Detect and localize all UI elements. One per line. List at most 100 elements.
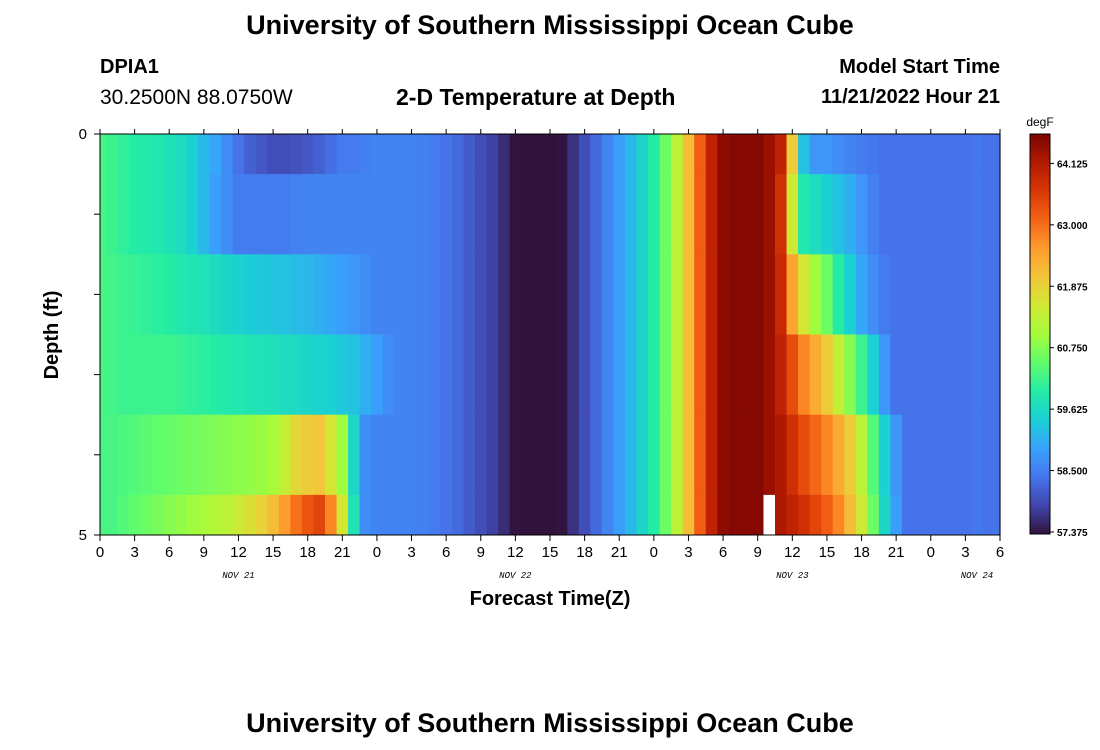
heatmap-cell (867, 254, 880, 335)
heatmap-cell (936, 494, 949, 536)
heatmap-cell (578, 254, 591, 335)
model-start-value: 11/21/2022 Hour 21 (820, 86, 1000, 108)
heatmap-cell (359, 494, 372, 536)
heatmap-cell (232, 334, 245, 416)
heatmap-cell (221, 414, 234, 496)
heatmap-cell (832, 174, 845, 255)
heatmap-cell (936, 334, 949, 416)
x-tick-label: 3 (407, 544, 415, 561)
heatmap-cell (809, 134, 822, 175)
heatmap-cell (740, 414, 753, 496)
heatmap-cell (959, 334, 972, 416)
heatmap-cell (521, 334, 534, 416)
heatmap-cell (267, 174, 280, 255)
x-tick-label: 9 (477, 544, 485, 561)
heatmap-cell (313, 334, 326, 416)
heatmap-cell (751, 414, 765, 496)
heatmap-cell (278, 174, 291, 255)
heatmap-cell (486, 254, 499, 335)
heatmap-cell (648, 334, 661, 416)
heatmap-cell (244, 414, 257, 496)
x-tick-label: 12 (230, 544, 247, 561)
heatmap-cell (100, 254, 107, 335)
heatmap-cell (555, 134, 568, 175)
heatmap-cell (936, 414, 949, 496)
heatmap-cell (971, 334, 984, 416)
heatmap-cell (128, 174, 141, 255)
x-tick-label: 21 (334, 544, 351, 561)
heatmap-cell (117, 174, 130, 255)
heatmap-cell (198, 134, 211, 175)
heatmap-cell (994, 414, 1001, 496)
heatmap-cell (763, 494, 776, 536)
heatmap-cell (428, 414, 441, 496)
heatmap-cell (232, 414, 245, 496)
y-axis: 05 (79, 126, 100, 544)
heatmap-cell (555, 414, 568, 496)
heatmap-cell (301, 494, 315, 536)
heatmap-cell (971, 174, 984, 255)
heatmap-cell (417, 134, 430, 175)
heatmap-cell (844, 494, 857, 536)
heatmap-cell (682, 134, 695, 175)
heatmap-cell (394, 174, 407, 255)
heatmap-cell (567, 174, 580, 255)
heatmap-cell (140, 494, 153, 536)
heatmap-cell (278, 414, 291, 496)
heatmap-cell (255, 334, 268, 416)
heatmap-cell (901, 494, 915, 536)
heatmap-cell (982, 254, 995, 335)
heatmap-cell (532, 494, 545, 536)
heatmap-cell (117, 134, 130, 175)
heatmap-cell (590, 494, 603, 536)
heatmap-cell (140, 174, 153, 255)
heatmap-cell (255, 254, 268, 335)
heatmap-cell (278, 494, 291, 536)
heatmap-cell (694, 414, 707, 496)
heatmap-cell (498, 174, 511, 255)
heatmap-cell (590, 334, 603, 416)
x-axis: 0 3 6 9 12 15 18 21 0 3 6 9 12 15 18 21 0 3 6 9 12 15 18 21 0 3 6N… (96, 129, 1004, 581)
heatmap-cell (163, 134, 176, 175)
colorbar-tick-label: 58.500 (1057, 467, 1088, 478)
heatmap-cell (428, 334, 441, 416)
heatmap-cell (532, 254, 545, 335)
station-id: DPIA1 (100, 56, 159, 78)
heatmap-cell (982, 174, 995, 255)
heatmap-cell (371, 134, 384, 175)
y-tick-label: 0 (79, 126, 87, 143)
station-coordinates: 30.2500N 88.0750W (100, 86, 293, 109)
heatmap-cell (705, 174, 718, 255)
heatmap-cell (117, 414, 130, 496)
heatmap-cell (267, 494, 280, 536)
heatmap-cell (925, 494, 938, 536)
heatmap-cell (301, 414, 315, 496)
heatmap-cell (648, 254, 661, 335)
heatmap-cell (901, 334, 915, 416)
heatmap-cell (763, 254, 776, 335)
heatmap-cell (290, 254, 303, 335)
heatmap-cell (544, 334, 557, 416)
heatmap-cell (521, 414, 534, 496)
heatmap-cell (913, 254, 926, 335)
heatmap-cell (521, 134, 534, 175)
heatmap-cell (198, 494, 211, 536)
heatmap-cell (232, 494, 245, 536)
heatmap-cell (151, 334, 165, 416)
heatmap-cell (498, 334, 511, 416)
heatmap-cell (359, 174, 372, 255)
heatmap-cell (463, 334, 476, 416)
colorbar-units: degF (1026, 115, 1053, 129)
heatmap-cell (278, 134, 291, 175)
heatmap-cell (394, 414, 407, 496)
heatmap-cell (463, 174, 476, 255)
heatmap-cell (151, 174, 165, 255)
heatmap-cell (786, 134, 799, 175)
heatmap-cell (648, 494, 661, 536)
heatmap-cell (925, 334, 938, 416)
heatmap-cell (948, 334, 961, 416)
heatmap-cell (601, 414, 615, 496)
heatmap-cell (475, 334, 488, 416)
heatmap-cell (255, 414, 268, 496)
heatmap-cell (832, 134, 845, 175)
